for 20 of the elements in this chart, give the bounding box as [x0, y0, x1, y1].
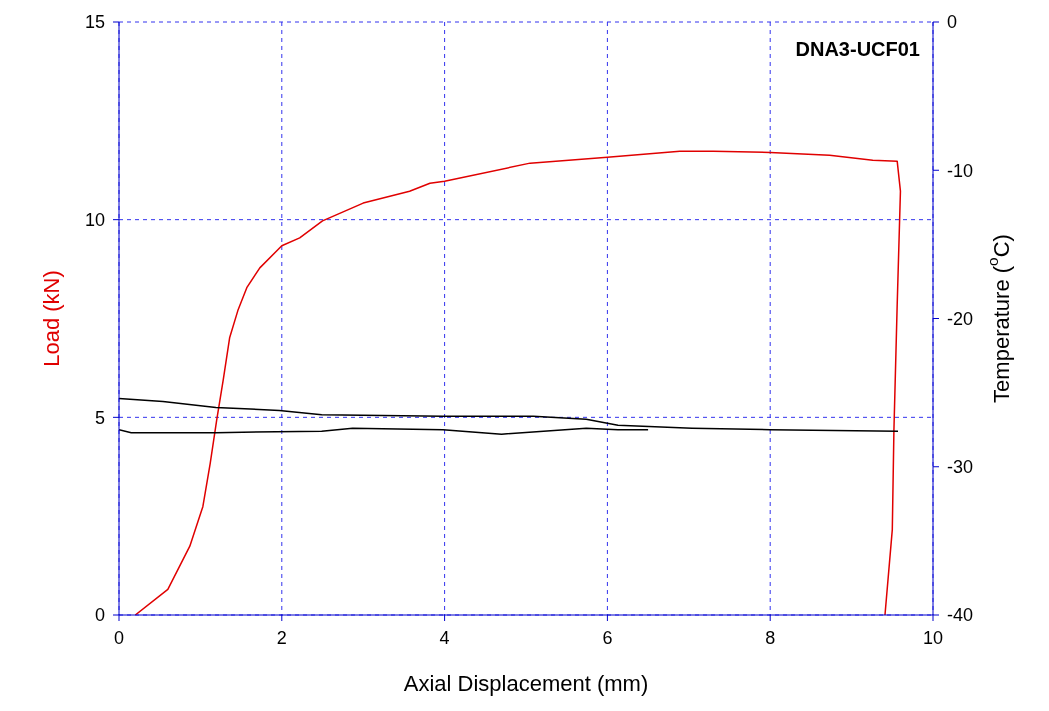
- x-tick-label: 8: [765, 627, 776, 648]
- y-axis-title: Load (kN): [38, 270, 64, 367]
- y2-tick-label: -20: [947, 308, 974, 329]
- y2-tick-label: -30: [947, 457, 974, 478]
- y-tick-label: 5: [94, 407, 105, 428]
- x-tick-label: 0: [113, 627, 125, 648]
- x-tick-label: 6: [602, 627, 613, 648]
- x-axis-title: Axial Displacement (mm): [403, 671, 649, 696]
- x-tick-label: 4: [439, 627, 450, 648]
- y-tick-label: 0: [94, 605, 105, 626]
- line-series: [134, 150, 902, 615]
- annotation: DNA3-UCF01: [795, 38, 920, 61]
- y-tick-label: 15: [84, 12, 105, 33]
- x-tick-label: 2: [276, 627, 287, 648]
- y2-tick-label: 0: [947, 12, 958, 33]
- line-series: [119, 397, 899, 432]
- y2-tick-label: -40: [947, 605, 974, 626]
- y-tick-label: 10: [84, 210, 105, 231]
- x-tick-label: 10: [922, 627, 944, 648]
- y2-tick-label: -10: [947, 160, 974, 181]
